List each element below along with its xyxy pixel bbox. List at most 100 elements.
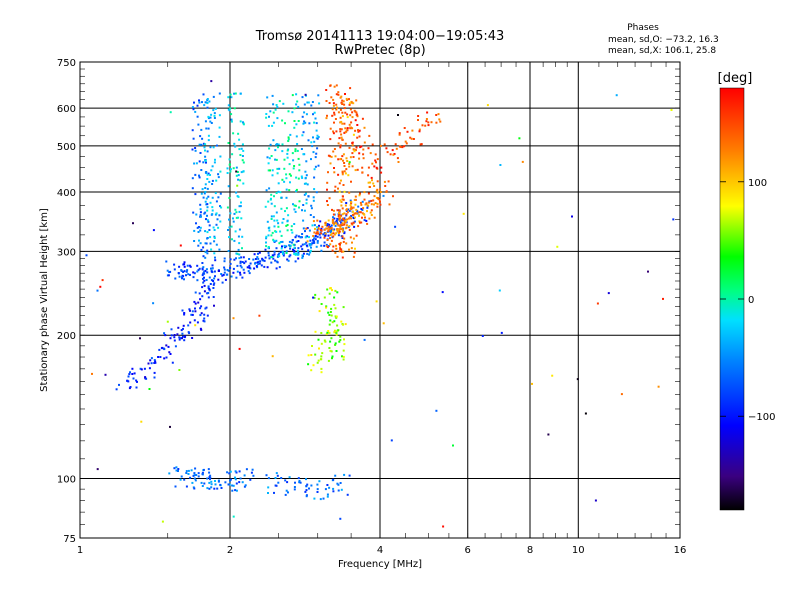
point-f-layer-trace-o-mode bbox=[263, 265, 266, 268]
point-f-layer-trace-o-mode bbox=[192, 271, 195, 274]
point-f-layer-trace-o-mode bbox=[313, 241, 316, 244]
point-lower-f-trace bbox=[187, 331, 190, 334]
point-lower-f-trace bbox=[136, 380, 138, 383]
point-spread-f-column bbox=[204, 171, 207, 174]
point-spread-f-column bbox=[336, 209, 339, 212]
point-f-layer-trace-o-mode bbox=[177, 272, 180, 274]
point-weak-echo-cluster bbox=[323, 339, 326, 342]
point-lower-f-trace bbox=[174, 345, 177, 348]
point-lower-f-trace bbox=[200, 312, 203, 315]
point-spread-f-column bbox=[286, 224, 289, 226]
point-spread-f-cluster bbox=[339, 130, 342, 133]
point-f-layer-trace-o-mode bbox=[273, 253, 276, 256]
point-f-layer-trace-x-mode bbox=[343, 212, 346, 215]
point-spread-f-column bbox=[332, 150, 335, 153]
point-spread-f-column bbox=[342, 195, 344, 198]
point-spread-f-cluster bbox=[427, 124, 430, 127]
point-weak-echo-cluster bbox=[334, 343, 337, 346]
point-spread-f-cluster bbox=[337, 93, 340, 96]
point-noise bbox=[178, 369, 181, 371]
point-f-layer-trace-o-mode bbox=[297, 251, 300, 254]
point-lower-f-trace bbox=[193, 300, 196, 303]
point-spread-f-column bbox=[339, 246, 341, 249]
point-f-layer-trace-o-mode bbox=[267, 251, 270, 254]
point-f-layer-trace-x-mode bbox=[350, 217, 353, 220]
point-f-layer-trace-o-mode bbox=[253, 267, 256, 270]
point-spread-f-column bbox=[290, 225, 293, 228]
point-f-layer-trace-o-mode bbox=[211, 264, 214, 267]
point-spread-f-column bbox=[231, 153, 234, 156]
point-spread-f-column bbox=[310, 158, 312, 161]
point-spread-f-column bbox=[277, 182, 280, 185]
point-lower-f-trace bbox=[163, 348, 166, 351]
point-f-layer-trace-o-mode bbox=[167, 274, 170, 277]
point-spread-f-column bbox=[295, 93, 298, 96]
point-f-layer-trace-x-mode bbox=[324, 232, 327, 235]
point-f-layer-trace-x-mode bbox=[367, 201, 370, 204]
point-spread-f-column bbox=[298, 169, 301, 172]
point-noise bbox=[152, 229, 155, 232]
point-weak-echo-cluster bbox=[329, 287, 332, 290]
point-f-layer-trace-o-mode bbox=[240, 256, 243, 259]
point-spread-f-column bbox=[341, 256, 344, 259]
point-spread-f-column bbox=[203, 104, 206, 107]
point-spread-f-column bbox=[346, 160, 349, 162]
point-f-layer-trace-o-mode bbox=[202, 281, 205, 284]
point-f-layer-trace-x-mode bbox=[358, 211, 361, 214]
point-spread-f-column bbox=[326, 200, 328, 203]
point-spread-f-column bbox=[301, 134, 304, 137]
point-spread-f-column bbox=[240, 147, 243, 150]
point-spread-f-column bbox=[283, 180, 286, 183]
point-spread-f-cluster bbox=[356, 124, 359, 126]
point-spread-f-column bbox=[213, 235, 216, 238]
point-noise bbox=[556, 245, 559, 248]
point-spread-f-column bbox=[344, 219, 347, 222]
point-lower-f-trace bbox=[165, 344, 168, 347]
point-spread-f-column bbox=[307, 101, 310, 104]
point-spread-f-column bbox=[285, 177, 288, 180]
point-spread-f-column bbox=[286, 229, 289, 232]
point-e-layer-trace bbox=[177, 470, 179, 472]
point-spread-f-column bbox=[292, 167, 295, 170]
point-spread-f-column bbox=[240, 201, 242, 204]
point-spread-f-column bbox=[310, 204, 313, 207]
point-spread-f-column bbox=[332, 104, 335, 107]
point-e-layer-trace bbox=[235, 471, 238, 474]
point-spread-f-column bbox=[194, 149, 197, 152]
point-spread-f-column bbox=[309, 214, 312, 216]
point-f-layer-trace-x-mode bbox=[376, 180, 379, 183]
point-spread-f-column bbox=[304, 236, 307, 239]
point-f-layer-trace-o-mode bbox=[340, 221, 343, 224]
point-f-layer-trace-o-mode bbox=[247, 270, 250, 273]
point-e-layer-trace bbox=[251, 468, 254, 471]
point-f-layer-trace-o-mode bbox=[316, 240, 319, 242]
point-weak-echo-cluster bbox=[335, 315, 338, 318]
point-spread-f-column bbox=[281, 178, 284, 181]
point-f-layer-trace-o-mode bbox=[353, 225, 356, 228]
point-f-layer-trace-o-mode bbox=[304, 230, 306, 233]
point-spread-f-column bbox=[272, 238, 275, 241]
point-spread-f-column bbox=[206, 206, 209, 209]
point-spread-f-column bbox=[217, 196, 220, 199]
point-spread-f-column bbox=[192, 137, 195, 140]
point-f-layer-trace-x-mode bbox=[359, 211, 362, 214]
point-spread-f-column bbox=[294, 148, 297, 151]
point-spread-f-column bbox=[296, 100, 299, 103]
point-spread-f-column bbox=[238, 257, 241, 260]
point-spread-f-column bbox=[307, 195, 310, 198]
colorbar-label: [deg] bbox=[718, 71, 753, 86]
point-e-layer-trace bbox=[297, 477, 300, 480]
point-weak-echo-cluster bbox=[330, 307, 333, 310]
point-spread-f-column bbox=[325, 100, 328, 102]
point-spread-f-column bbox=[239, 120, 242, 123]
point-spread-f-column bbox=[354, 195, 357, 198]
point-weak-echo-cluster bbox=[334, 307, 337, 310]
point-spread-f-column bbox=[197, 244, 200, 247]
point-spread-f-column bbox=[311, 101, 314, 103]
point-spread-f-column bbox=[201, 188, 204, 191]
point-spread-f-column bbox=[268, 229, 271, 232]
point-spread-f-column bbox=[305, 198, 308, 201]
point-spread-f-column bbox=[297, 120, 300, 122]
point-spread-f-column bbox=[231, 238, 233, 241]
point-e-layer-trace bbox=[227, 483, 230, 486]
